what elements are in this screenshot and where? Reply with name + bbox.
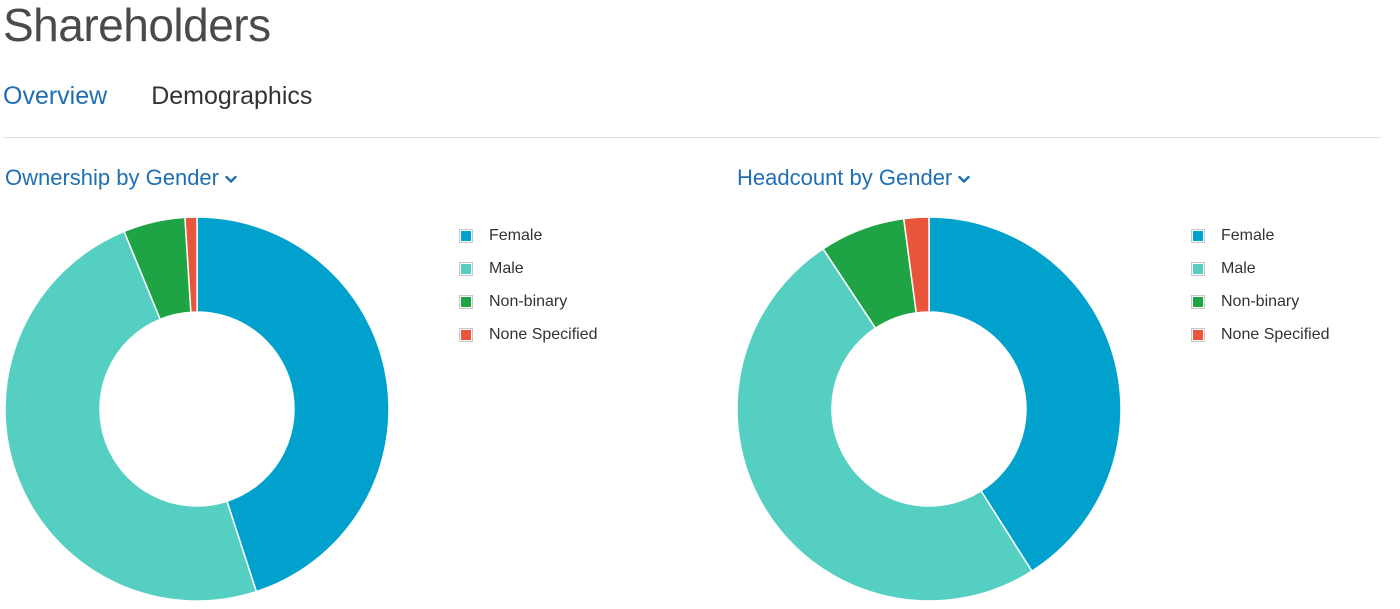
legend-label: Non-binary (1221, 292, 1300, 310)
tab-bar: Overview Demographics (3, 80, 356, 112)
ownership-chart-panel: Ownership by Gender Female Male Non-bina… (3, 160, 683, 609)
legend-label: None Specified (489, 325, 598, 343)
legend-label: Female (1221, 226, 1275, 244)
legend-label: Male (1221, 259, 1256, 277)
donut-slice-female[interactable] (196, 216, 390, 593)
legend-item-female[interactable]: Female (1191, 219, 1330, 252)
legend-label: Female (489, 226, 543, 244)
legend-item-non-binary[interactable]: Non-binary (459, 285, 598, 318)
ownership-chart-title-dropdown[interactable]: Ownership by Gender (5, 164, 237, 192)
legend-item-male[interactable]: Male (459, 252, 598, 285)
chevron-down-icon (225, 175, 237, 183)
tab-overview[interactable]: Overview (3, 82, 108, 110)
legend-label: Male (489, 259, 524, 277)
headcount-legend: Female Male Non-binary None Specified (1191, 219, 1330, 351)
legend-swatch-non-binary (459, 294, 473, 309)
ownership-chart-title: Ownership by Gender (5, 165, 219, 190)
legend-label: None Specified (1221, 325, 1330, 343)
donut-slice-male[interactable] (736, 248, 1033, 602)
donut-slice-male[interactable] (4, 230, 258, 602)
legend-swatch-female (459, 228, 473, 243)
ownership-donut-chart (4, 216, 390, 602)
legend-item-male[interactable]: Male (1191, 252, 1330, 285)
legend-swatch-male (459, 261, 473, 276)
legend-swatch-male (1191, 261, 1205, 276)
headcount-chart-title: Headcount by Gender (737, 165, 953, 190)
headcount-chart-title-dropdown[interactable]: Headcount by Gender (737, 164, 970, 192)
legend-item-non-binary[interactable]: Non-binary (1191, 285, 1330, 318)
chevron-down-icon (958, 175, 970, 183)
page-title: Shareholders (3, 0, 271, 51)
tab-demographics[interactable]: Demographics (151, 82, 313, 110)
tab-divider (3, 137, 1381, 138)
donut-slice-female[interactable] (928, 216, 1122, 572)
legend-label: Non-binary (489, 292, 568, 310)
legend-swatch-none-specified (459, 327, 473, 342)
legend-swatch-female (1191, 228, 1205, 243)
legend-item-female[interactable]: Female (459, 219, 598, 252)
legend-item-none-specified[interactable]: None Specified (1191, 318, 1330, 351)
ownership-legend: Female Male Non-binary None Specified (459, 219, 598, 351)
legend-swatch-non-binary (1191, 294, 1205, 309)
headcount-chart-panel: Headcount by Gender Female Male Non-bina… (735, 160, 1400, 609)
donut-slice-none-specified[interactable] (902, 216, 930, 314)
headcount-donut-chart (736, 216, 1122, 602)
donut-slice-none-specified[interactable] (184, 216, 198, 313)
legend-item-none-specified[interactable]: None Specified (459, 318, 598, 351)
legend-swatch-none-specified (1191, 327, 1205, 342)
